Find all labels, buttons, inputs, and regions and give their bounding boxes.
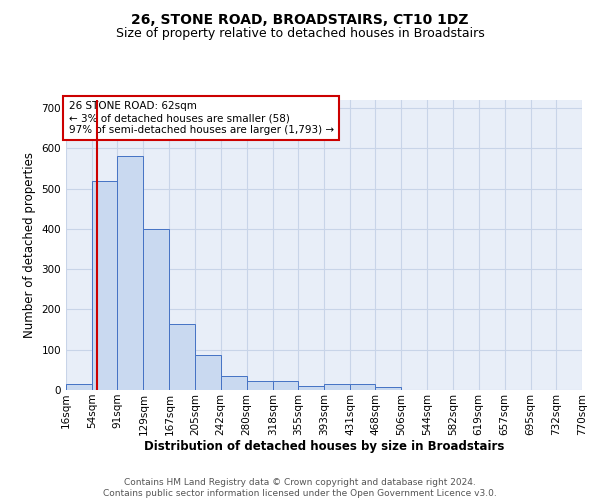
Text: 26 STONE ROAD: 62sqm
← 3% of detached houses are smaller (58)
97% of semi-detach: 26 STONE ROAD: 62sqm ← 3% of detached ho… <box>68 102 334 134</box>
Bar <box>92 180 118 390</box>
Text: Contains HM Land Registry data © Crown copyright and database right 2024.
Contai: Contains HM Land Registry data © Crown c… <box>103 478 497 498</box>
Y-axis label: Number of detached properties: Number of detached properties <box>23 152 36 338</box>
Bar <box>376 387 401 390</box>
Bar <box>118 156 143 390</box>
Bar <box>169 324 196 390</box>
Bar <box>143 229 169 390</box>
Bar <box>298 386 324 390</box>
Bar <box>196 354 221 390</box>
Bar <box>350 384 376 390</box>
Bar <box>66 384 92 390</box>
Bar <box>272 381 298 390</box>
Bar <box>324 384 350 390</box>
Text: Size of property relative to detached houses in Broadstairs: Size of property relative to detached ho… <box>116 28 484 40</box>
Text: 26, STONE ROAD, BROADSTAIRS, CT10 1DZ: 26, STONE ROAD, BROADSTAIRS, CT10 1DZ <box>131 12 469 26</box>
Bar <box>221 376 247 390</box>
X-axis label: Distribution of detached houses by size in Broadstairs: Distribution of detached houses by size … <box>144 440 504 454</box>
Bar <box>247 381 272 390</box>
